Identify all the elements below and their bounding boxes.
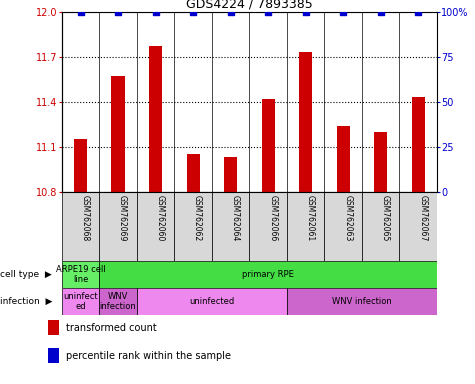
Bar: [212, 192, 249, 261]
Bar: [99, 192, 137, 261]
Bar: [62, 192, 99, 261]
Bar: [362, 192, 399, 261]
Point: [77, 8, 85, 15]
Text: GSM762063: GSM762063: [343, 195, 352, 242]
Bar: [299, 52, 312, 192]
Text: transformed count: transformed count: [66, 323, 157, 333]
Text: GSM762062: GSM762062: [193, 195, 202, 242]
Bar: [224, 157, 237, 192]
Text: uninfected: uninfected: [189, 297, 235, 306]
Text: GSM762067: GSM762067: [418, 195, 427, 242]
Point: [227, 8, 235, 15]
Bar: [48, 320, 59, 335]
Bar: [112, 76, 124, 192]
Bar: [149, 46, 162, 192]
Bar: [412, 97, 425, 192]
Text: WNV infection: WNV infection: [332, 297, 392, 306]
Point: [114, 8, 122, 15]
Text: uninfect
ed: uninfect ed: [63, 292, 98, 311]
Text: GSM762068: GSM762068: [81, 195, 89, 242]
Bar: [187, 154, 200, 192]
Text: GSM762064: GSM762064: [230, 195, 239, 242]
Text: cell type  ▶: cell type ▶: [0, 270, 52, 279]
Text: GSM762061: GSM762061: [306, 195, 314, 242]
Bar: [74, 139, 87, 192]
Point: [339, 8, 347, 15]
Text: GSM762069: GSM762069: [118, 195, 127, 242]
Text: primary RPE: primary RPE: [242, 270, 294, 279]
Point: [414, 8, 422, 15]
Bar: [137, 288, 287, 315]
Bar: [287, 192, 324, 261]
Text: WNV
infection: WNV infection: [100, 292, 136, 311]
Text: infection  ▶: infection ▶: [0, 297, 52, 306]
Point: [189, 8, 197, 15]
Text: percentile rank within the sample: percentile rank within the sample: [66, 351, 231, 361]
Bar: [62, 261, 99, 288]
Bar: [287, 288, 437, 315]
Bar: [337, 126, 350, 192]
Point: [264, 8, 272, 15]
Bar: [62, 288, 99, 315]
Bar: [374, 132, 387, 192]
Bar: [324, 192, 362, 261]
Bar: [137, 192, 174, 261]
Text: GSM762060: GSM762060: [156, 195, 164, 242]
Bar: [399, 192, 437, 261]
Title: GDS4224 / 7893385: GDS4224 / 7893385: [186, 0, 313, 10]
Point: [152, 8, 160, 15]
Text: GSM762065: GSM762065: [380, 195, 390, 242]
Point: [302, 8, 310, 15]
Bar: [262, 99, 275, 192]
Text: GSM762066: GSM762066: [268, 195, 277, 242]
Bar: [249, 192, 287, 261]
Bar: [99, 288, 137, 315]
Text: ARPE19 cell
line: ARPE19 cell line: [56, 265, 105, 284]
Bar: [48, 348, 59, 363]
Bar: [174, 192, 212, 261]
Point: [377, 8, 384, 15]
